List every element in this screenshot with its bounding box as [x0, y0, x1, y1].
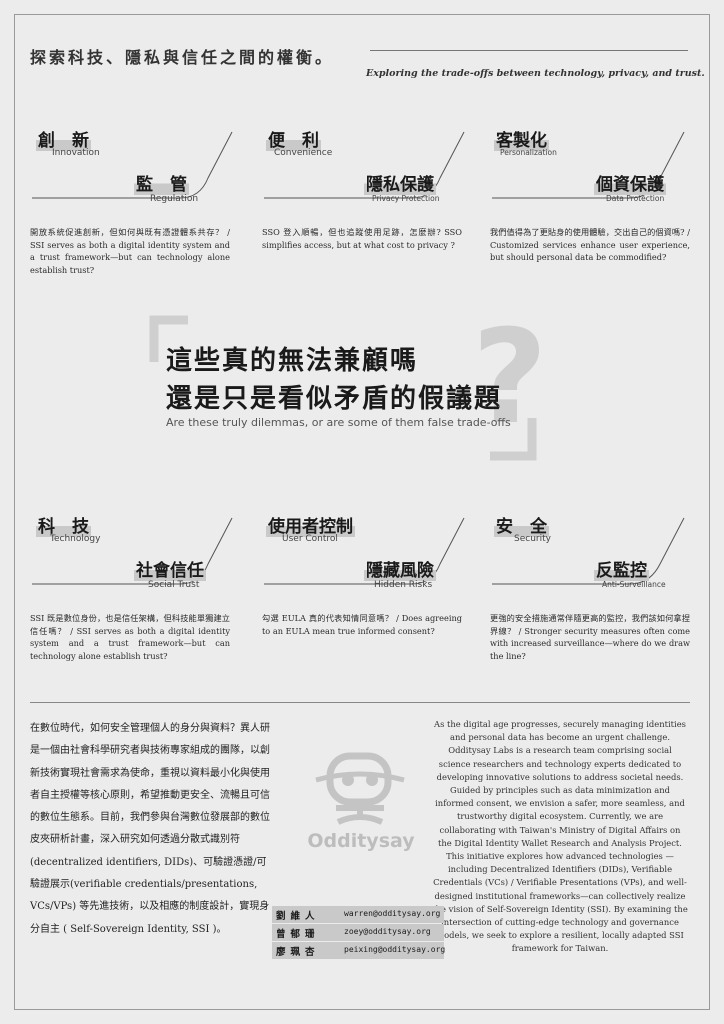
card-user-control: 使用者控制 User Control 隱藏風險 Hidden Risks 勾選 … — [262, 512, 476, 687]
card-title-1-en: User Control — [282, 534, 338, 544]
card-title-1-en: Convenience — [274, 148, 333, 158]
card-title-2-en: Hidden Risks — [374, 580, 433, 590]
card-title-2-en: Social Trust — [148, 580, 200, 590]
card-title-1: 便 利 — [266, 126, 321, 151]
about-english: As the digital age progresses, securely … — [432, 719, 688, 954]
header-title: 探索科技、隱私與信任之間的權衡。 — [30, 48, 335, 67]
section-divider — [30, 702, 690, 703]
card-description: SSI 既是數位身份，也是信任架構，但科技能單獨建立信任嗎？ / SSI ser… — [30, 613, 230, 661]
contact-email[interactable]: zoey@odditysay.org — [344, 927, 431, 936]
card-title-1-en: Security — [514, 534, 551, 544]
card-title-1: 安 全 — [494, 512, 549, 537]
contact-name: 曾郁珊 — [276, 929, 320, 940]
card-title-2: 監 管 — [134, 170, 189, 195]
contact-name: 廖珮杏 — [276, 947, 320, 958]
card-title-1: 科 技 — [36, 512, 91, 537]
card-title-1: 使用者控制 — [266, 512, 355, 537]
contact-email[interactable]: peixing@odditysay.org — [344, 945, 446, 954]
logo-wordmark: Odditysay — [307, 830, 415, 852]
card-title-2-en: Anti-Surveillance — [602, 580, 666, 589]
card-title-2-en: Regulation — [150, 194, 199, 204]
card-description: 開放系統促進創新，但如何與既有憑證體系共存？ / SSI serves as b… — [30, 227, 230, 275]
card-description: 勾選 EULA 真的代表知情同意嗎？ / Does agreeing to an… — [262, 613, 462, 636]
card-title-1-en: Innovation — [52, 148, 100, 158]
card-title-2-en: Data Protection — [606, 194, 665, 203]
card-convenience: 便 利 Convenience 隱私保護 Privacy Protection … — [262, 126, 476, 301]
header-rule — [370, 50, 688, 51]
contact-row: 劉維人 warren@odditysay.org — [272, 906, 444, 923]
card-technology: 科 技 Technology 社會信任 Social Trust SSI 既是數… — [30, 512, 244, 687]
contact-row: 廖珮杏 peixing@odditysay.org — [272, 942, 446, 959]
card-security: 安 全 Security 反監控 Anti-Surveillance 更強的安全… — [490, 512, 704, 687]
question-mark-graphic: ? — [472, 301, 548, 453]
card-personalization: 客製化 Personalization 個資保護 Data Protection… — [490, 126, 704, 301]
card-title-2: 隱私保護 — [364, 170, 436, 195]
bracket-marks — [149, 315, 537, 461]
card-title-2-en: Privacy Protection — [372, 194, 440, 203]
question-line-1: 這些真的無法兼顧嗎 — [166, 346, 419, 376]
card-description: SSO 登入順暢，但也追蹤使用足跡，怎麼辦? SSO simplifies ac… — [262, 227, 462, 250]
question-line-2: 還是只是看似矛盾的假議題 — [166, 384, 503, 414]
contact-row: 曾郁珊 zoey@odditysay.org — [272, 924, 444, 941]
card-title-1: 創 新 — [36, 126, 91, 151]
contact-email[interactable]: warren@odditysay.org — [344, 909, 441, 918]
card-innovation: 創 新 Innovation 監 管 Regulation 開放系統促進創新，但… — [30, 126, 244, 301]
card-title-2: 反監控 — [594, 556, 649, 581]
header-subtitle: Exploring the trade-offs between technol… — [366, 68, 705, 79]
card-description: 我們值得為了更貼身的使用體驗，交出自己的個資嗎? / Customized se… — [490, 227, 690, 262]
odditysay-logo-icon — [315, 752, 405, 825]
card-title-1-en: Technology — [50, 534, 101, 544]
question-english: Are these truly dilemmas, or are some of… — [166, 416, 511, 429]
poster-frame — [14, 14, 710, 1010]
card-title-1: 客製化 — [494, 126, 549, 151]
card-description: 更強的安全措施通常伴隨更高的監控，我們該如何拿捏界線？ / Stronger s… — [490, 613, 690, 661]
card-title-2: 社會信任 — [134, 556, 206, 581]
card-title-2: 個資保護 — [594, 170, 666, 195]
about-chinese: 在數位時代，如何安全管理個人的身分與資料？異人研是一個由社會科學研究者與技術專家… — [30, 723, 270, 935]
contact-name: 劉維人 — [276, 911, 320, 922]
card-title-1-en: Personalization — [500, 148, 557, 157]
card-title-2: 隱藏風險 — [364, 556, 436, 581]
arc-divider — [32, 131, 233, 199]
